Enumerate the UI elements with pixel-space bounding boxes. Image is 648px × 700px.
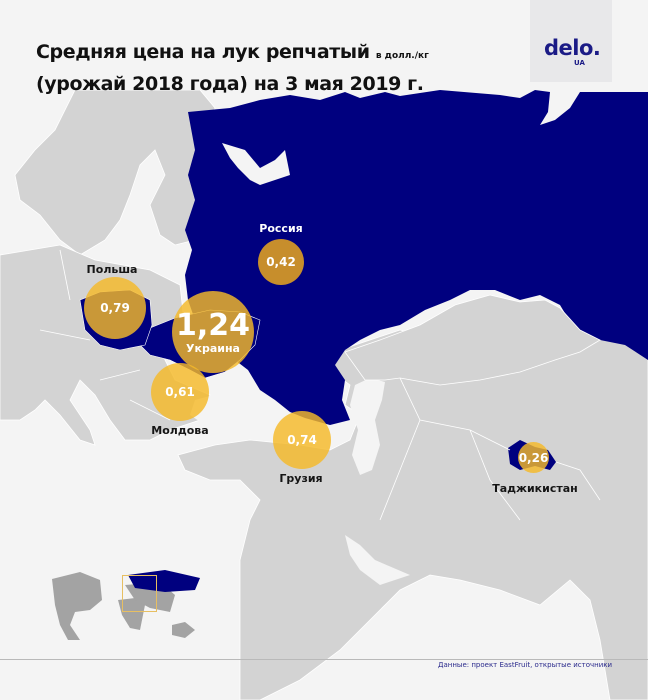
data-source: Данные: проект EastFruit, открытые источ… bbox=[438, 661, 613, 669]
country-label-poland: Польша bbox=[86, 263, 138, 276]
header: Средняя цена на лук репчатый в долл./кг … bbox=[0, 0, 648, 95]
country-label-georgia: Грузия bbox=[279, 472, 323, 485]
inset-locator-frame bbox=[122, 575, 157, 612]
price-bubble-ukraine: 1,24 Украина bbox=[172, 291, 254, 373]
title-line-1: Средняя цена на лук репчатый bbox=[36, 41, 370, 63]
logo-text: delo. bbox=[544, 36, 601, 60]
brand-logo[interactable]: delo. UA bbox=[530, 0, 612, 82]
price-bubble-poland: 0,79 bbox=[84, 277, 146, 339]
price-bubble-russia: 0,42 bbox=[258, 239, 304, 285]
price-bubble-tajikistan: 0,26 bbox=[518, 442, 549, 473]
price-bubble-georgia: 0,74 bbox=[273, 411, 331, 469]
country-label-ukraine: Украина bbox=[186, 341, 240, 355]
country-label-tajikistan: Таджикистан bbox=[492, 482, 578, 495]
price-value-russia: 0,42 bbox=[266, 255, 296, 269]
page-title: Средняя цена на лук репчатый в долл./кг … bbox=[36, 38, 429, 98]
footer-divider bbox=[0, 659, 648, 660]
logo-suffix: UA bbox=[574, 59, 585, 67]
price-value-moldova: 0,61 bbox=[165, 385, 195, 399]
title-line-2: (урожай 2018 года) на 3 мая 2019 г. bbox=[36, 73, 424, 95]
price-value-poland: 0,79 bbox=[100, 301, 130, 315]
country-label-moldova: Молдова bbox=[151, 424, 209, 437]
country-label-russia: Россия bbox=[259, 222, 303, 235]
price-value-ukraine: 1,24 bbox=[175, 307, 251, 343]
title-unit: в долл./кг bbox=[375, 51, 429, 61]
price-value-tajikistan: 0,26 bbox=[518, 450, 549, 465]
price-bubble-moldova: 0,61 bbox=[151, 363, 209, 421]
price-value-georgia: 0,74 bbox=[287, 433, 317, 447]
